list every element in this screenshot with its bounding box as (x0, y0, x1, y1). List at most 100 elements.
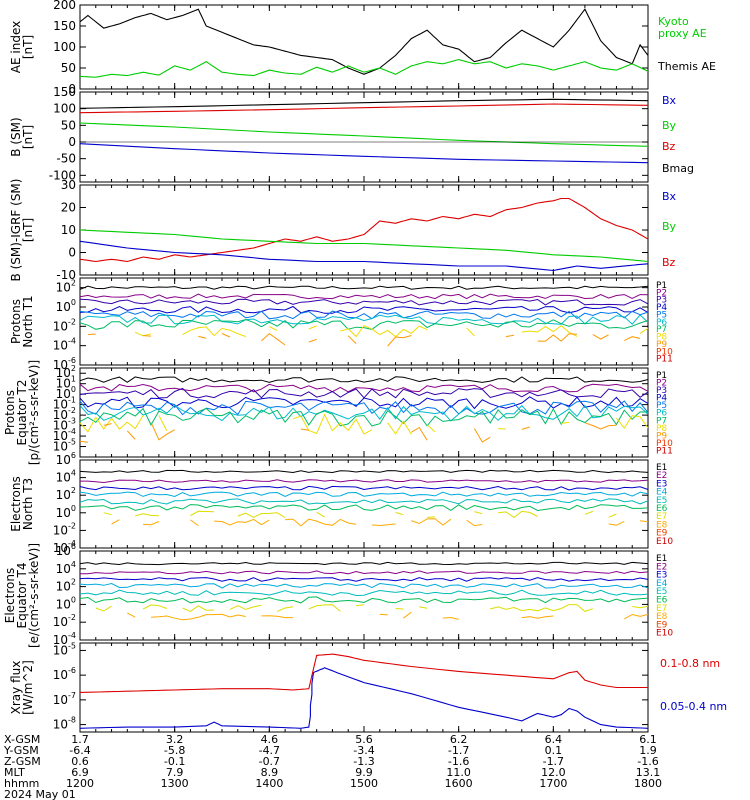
legend-entry: E6 (656, 504, 668, 514)
channel-line-1 (79, 285, 649, 290)
y-axis-label: [p/(cm²-s-sr-keV)] (27, 360, 41, 465)
y-tick-label: 10-4 (53, 427, 76, 443)
axis-value: -1.6 (637, 755, 658, 768)
panel-frame (79, 277, 649, 366)
series-line-bz (79, 197, 649, 263)
y-axis-label: B (SM)-IGRF (SM) (9, 179, 23, 282)
y-axis-label: Electrons (3, 568, 17, 623)
y-tick-label: 10-6 (53, 666, 76, 682)
y-axis-label: Xray flux (9, 661, 23, 715)
legend-entry: By (662, 220, 677, 233)
y-tick-label: 0 (68, 246, 76, 260)
series-line-bx (79, 143, 649, 164)
y-tick-label: 10-4 (53, 337, 76, 353)
legend-entry: P5 (656, 401, 667, 411)
channel-line-8 (134, 324, 649, 338)
chart-panel-2: -100 -50 0 50 100 150 B (SM)[nT] Bx By Bz Bmag (9, 85, 694, 183)
legend-entry: E7 (656, 512, 667, 522)
y-axis-label: [e/(cm²-s-sr-keV)] (27, 543, 41, 648)
channel-line-6 (79, 314, 649, 325)
legend-entry: P9 (656, 340, 667, 350)
y-tick-label: 0 (68, 82, 76, 96)
legend-entry: Kyoto (658, 15, 689, 28)
y-axis-label: Equator T4 (15, 563, 29, 629)
channel-line-3 (79, 298, 649, 306)
legend-entry: E2 (656, 562, 667, 572)
y-tick-label: 100 (53, 102, 76, 116)
legend-entry: E3 (656, 479, 667, 489)
y-tick-label: 10-8 (53, 716, 76, 732)
axis-value: 12.0 (541, 766, 566, 779)
channel-line-8 (127, 611, 649, 621)
series-line-bz (79, 103, 649, 114)
legend-entry: 0.05-0.4 nm (660, 700, 727, 713)
axis-value: -1.7 (448, 744, 469, 757)
channel-line-1 (79, 469, 649, 474)
axis-value: -1.7 (543, 755, 564, 768)
axis-value: 1800 (634, 777, 662, 790)
date-label: 2024 May 01 (4, 788, 76, 800)
legend-entry: P10 (656, 347, 673, 357)
y-tick-label: 150 (53, 85, 76, 99)
y-tick-label: 200 (53, 0, 76, 12)
legend-entry: E9 (656, 529, 668, 539)
panel-frame (79, 91, 649, 183)
y-tick-label: 10-2 (53, 613, 76, 629)
legend-entry: P11 (656, 446, 673, 456)
axis-value: 1.9 (639, 744, 657, 757)
series-line-bmag (79, 98, 649, 109)
y-axis-label: Electrons (9, 476, 23, 531)
axis-value: 1400 (255, 777, 283, 790)
legend-entry: E8 (656, 520, 668, 530)
y-tick-label: 102 (56, 578, 76, 594)
y-tick-label: 10-5 (53, 438, 76, 454)
y-tick-label: 10-2 (53, 521, 76, 537)
y-tick-label: 101 (56, 375, 76, 391)
legend-entry: E8 (656, 612, 668, 622)
legend-entry: E3 (656, 571, 667, 581)
channel-line-3 (79, 387, 649, 399)
y-tick-label: -10 (56, 268, 76, 282)
axis-value: -4.7 (259, 744, 280, 757)
y-axis-label: AE index (9, 21, 23, 73)
y-axis-label: [nT] (21, 125, 35, 149)
axis-value: 1600 (445, 777, 473, 790)
y-axis-label: Protons (3, 390, 17, 435)
channel-line-1 (79, 561, 649, 566)
legend-entry: Themis AE (657, 60, 716, 73)
y-axis-label: [W/m^2] (21, 660, 35, 715)
channel-line-7 (95, 604, 649, 612)
legend-entry: P7 (656, 416, 667, 426)
legend-entry: P3 (656, 386, 667, 396)
channel-line-4 (79, 491, 649, 498)
y-tick-label: 50 (61, 61, 76, 75)
legend-entry: E1 (656, 463, 667, 473)
y-tick-label: 10-4 (53, 539, 76, 555)
y-tick-label: 10-5 (53, 641, 76, 657)
channel-line-5 (79, 498, 649, 505)
axis-value: 1500 (350, 777, 378, 790)
axis-value: 4.6 (261, 733, 279, 746)
y-tick-label: 50 (61, 118, 76, 132)
legend-entry: E4 (656, 579, 668, 589)
legend-entry: P2 (656, 288, 667, 298)
y-tick-label: 106 (56, 542, 76, 558)
y-tick-label: 10-6 (53, 356, 76, 372)
legend-entry: P7 (656, 325, 667, 335)
axis-value: -1.6 (448, 755, 469, 768)
channel-line-1 (79, 376, 649, 383)
legend-entry: E5 (656, 587, 667, 597)
y-tick-label: 100 (53, 40, 76, 54)
axis-value: -3.4 (353, 744, 374, 757)
y-tick-label: 102 (56, 486, 76, 502)
axis-value: -5.8 (164, 744, 185, 757)
legend-entry: Bmag (662, 162, 694, 175)
legend-entry: E5 (656, 496, 667, 506)
y-tick-label: 10 (61, 223, 76, 237)
legend-entry: Bz (662, 140, 676, 153)
y-tick-label: 100 (56, 595, 76, 611)
channel-line-7 (79, 407, 649, 427)
